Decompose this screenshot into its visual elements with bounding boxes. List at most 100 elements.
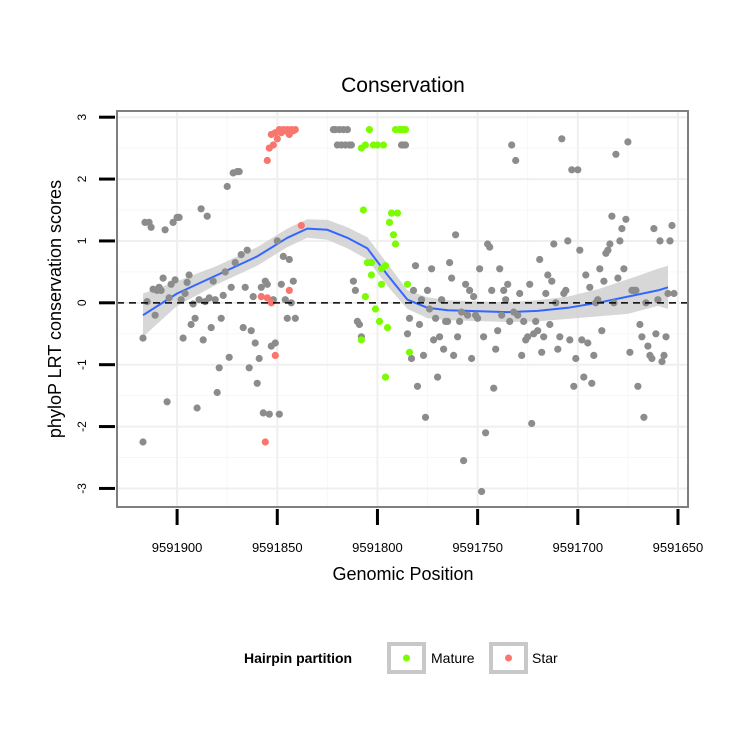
data-point-other: [448, 274, 456, 282]
data-point-other: [468, 354, 476, 363]
data-point-other: [411, 262, 420, 270]
data-point-other: [616, 237, 624, 245]
x-tick-label: 9591850: [252, 540, 303, 555]
data-point-other: [518, 351, 526, 359]
data-point-other: [213, 388, 221, 397]
data-point-other: [283, 314, 291, 322]
data-point-other: [504, 280, 512, 288]
data-point-other: [576, 246, 584, 254]
data-point-other: [544, 271, 552, 279]
data-point-mature: [389, 231, 398, 239]
data-point-other: [634, 382, 642, 390]
data-point-other: [179, 334, 187, 342]
data-point-other: [251, 339, 259, 347]
data-point-other: [454, 333, 462, 341]
data-point-other: [554, 345, 562, 353]
data-point-mature: [367, 259, 375, 267]
data-point-other: [275, 410, 283, 418]
data-point-other: [670, 289, 678, 298]
data-point-other: [413, 382, 422, 390]
chart-title: Conservation: [341, 74, 465, 97]
data-point-other: [652, 330, 660, 338]
data-point-mature: [361, 141, 369, 149]
data-point-other: [249, 293, 257, 301]
data-point-other: [434, 373, 442, 381]
data-point-other: [285, 255, 293, 264]
legend-mature-marker: [403, 654, 410, 662]
data-point-other: [548, 277, 556, 285]
data-point-other: [556, 333, 564, 341]
data-point-other: [580, 373, 588, 381]
data-point-other: [650, 225, 658, 233]
data-point-other: [496, 265, 504, 273]
data-point-other: [438, 296, 446, 304]
data-point-mature: [361, 293, 369, 301]
data-point-other: [520, 317, 528, 325]
data-point-other: [191, 314, 199, 322]
data-point-mature: [403, 280, 412, 288]
data-point-other: [508, 141, 516, 149]
data-point-other: [662, 333, 670, 341]
data-point-other: [594, 296, 602, 304]
data-point-other: [159, 274, 167, 282]
data-point-other: [482, 429, 490, 437]
data-point-other: [279, 252, 287, 260]
data-point-star: [257, 293, 265, 301]
data-point-other: [243, 246, 251, 254]
x-axis: 9591900 9591850 9591800 9591750 9591700 95916…: [152, 509, 703, 555]
data-point-other: [534, 327, 542, 335]
data-point-other: [624, 138, 632, 146]
data-point-other: [239, 324, 247, 332]
data-point-other: [456, 317, 464, 325]
data-point-other: [578, 336, 586, 344]
data-point-other: [425, 305, 434, 313]
y-tick-label: -2: [75, 421, 89, 432]
data-point-mature: [391, 240, 400, 248]
legend-star-label: Star: [532, 650, 558, 666]
data-point-other: [175, 213, 183, 221]
data-point-other: [572, 354, 580, 363]
data-point-other: [470, 293, 478, 301]
data-point-other: [430, 336, 438, 344]
data-point-other: [207, 324, 215, 332]
data-point-other: [440, 345, 448, 353]
data-point-other: [181, 289, 189, 298]
data-point-other: [604, 246, 612, 254]
data-point-other: [644, 342, 652, 350]
data-point-other: [401, 141, 410, 149]
data-point-other: [566, 336, 574, 344]
data-point-mature: [377, 265, 386, 273]
data-point-other: [506, 317, 514, 325]
y-axis: -3 -2 -1 0 1 2 3: [75, 114, 115, 494]
legend-title: Hairpin partition: [244, 650, 352, 666]
data-point-star: [263, 156, 271, 165]
data-point-mature: [377, 280, 386, 288]
data-point-other: [432, 314, 440, 322]
data-point-other: [237, 251, 245, 259]
x-axis-label: Genomic Position: [332, 564, 473, 584]
data-point-other: [203, 212, 211, 220]
data-point-other: [474, 314, 482, 322]
data-point-mature: [385, 218, 394, 226]
data-point-other: [403, 330, 412, 338]
data-point-other: [417, 296, 426, 304]
data-point-other: [588, 379, 596, 387]
data-point-other: [165, 294, 173, 302]
data-point-other: [281, 296, 289, 304]
data-point-other: [478, 487, 486, 496]
data-point-star: [261, 438, 269, 446]
data-point-other: [450, 351, 458, 359]
data-point-other: [263, 280, 271, 288]
data-point-other: [177, 296, 185, 304]
data-point-other: [428, 265, 436, 273]
data-point-other: [598, 327, 606, 335]
data-point-mature: [359, 206, 367, 214]
data-point-other: [247, 327, 255, 335]
data-point-other: [476, 265, 484, 273]
data-point-other: [606, 240, 614, 248]
data-point-other: [600, 277, 608, 285]
data-point-other: [666, 237, 674, 245]
data-point-other: [185, 271, 193, 279]
data-point-other: [452, 231, 460, 239]
data-point-other: [542, 289, 550, 298]
